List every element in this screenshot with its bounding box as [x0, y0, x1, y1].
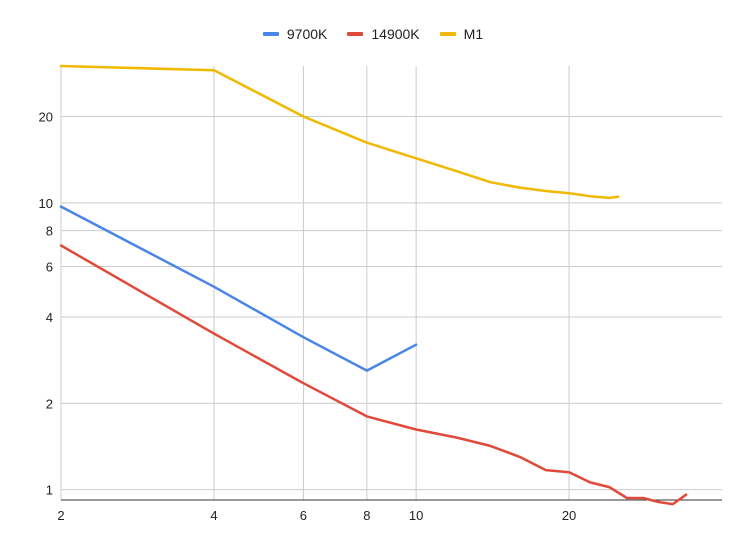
series-line-m1[interactable]: [59, 64, 620, 200]
series-lines: [59, 64, 688, 506]
chart-legend: 9700K 14900K M1: [0, 24, 746, 44]
y-tick-label: 8: [46, 224, 53, 239]
series-line-14900k[interactable]: [59, 244, 688, 506]
x-tick-label: 2: [57, 508, 64, 523]
x-tick-label: 4: [210, 508, 217, 523]
y-tick-label: 1: [46, 483, 53, 498]
x-tick-label: 6: [300, 508, 307, 523]
legend-swatch-9700k: [262, 32, 279, 36]
legend-swatch-14900k: [347, 32, 364, 36]
y-tick-label: 6: [46, 259, 53, 274]
y-tick-label: 2: [46, 396, 53, 411]
y-tick-label: 20: [39, 110, 53, 125]
gridlines: [60, 66, 722, 500]
legend-label-9700k: 9700K: [286, 26, 328, 42]
legend-label-m1: M1: [463, 26, 484, 42]
legend-item-14900k[interactable]: 14900K: [347, 26, 420, 42]
legend-item-9700k[interactable]: 9700K: [262, 26, 328, 42]
x-tick-label: 8: [363, 508, 370, 523]
x-tick-label: 10: [409, 508, 423, 523]
y-tick-label: 4: [46, 310, 53, 325]
y-tick-label: 10: [39, 196, 53, 211]
legend-item-m1[interactable]: M1: [439, 26, 484, 42]
legend-swatch-m1: [439, 32, 456, 36]
legend-label-14900k: 14900K: [371, 26, 420, 42]
x-tick-label: 20: [562, 508, 576, 523]
series-line-9700k[interactable]: [59, 205, 418, 372]
